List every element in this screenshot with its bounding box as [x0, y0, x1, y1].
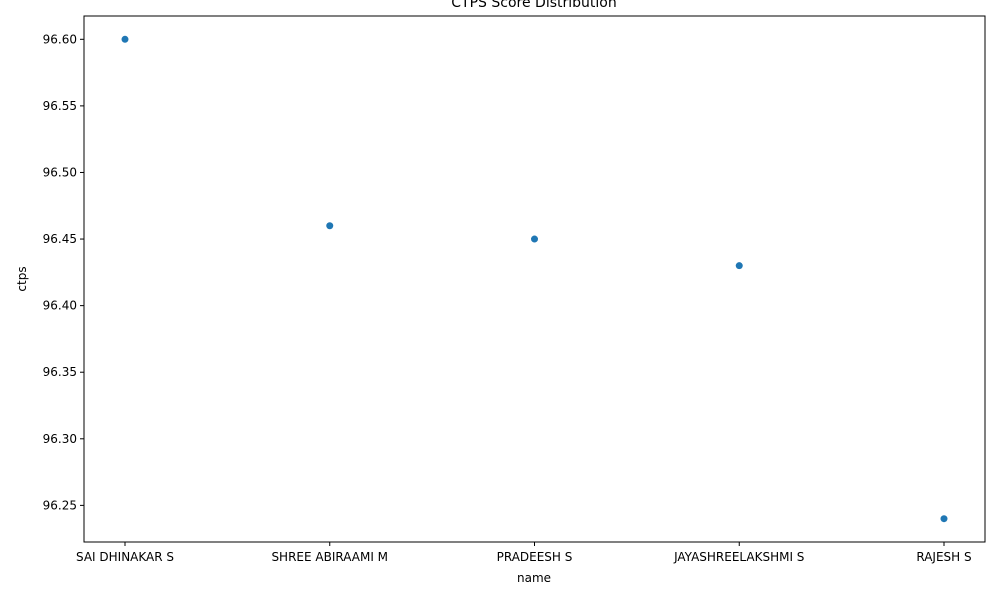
y-tick-label: 96.55 — [43, 99, 77, 113]
y-tick-label: 96.60 — [43, 32, 77, 46]
chart-title: CTPS Score Distribution — [451, 0, 616, 11]
y-axis: 96.25 96.30 96.35 96.40 96.45 96.50 96.55 96.60 — [43, 32, 84, 512]
x-tick-label: SHREE ABIRAAMI M — [271, 550, 388, 564]
data-point — [121, 35, 129, 43]
data-point — [326, 222, 334, 230]
data-point — [735, 262, 743, 270]
plot-area-frame — [83, 15, 986, 543]
y-axis-label: ctps — [15, 266, 29, 291]
data-points — [121, 35, 948, 523]
x-tick-label: SAI DHINAKAR S — [76, 550, 174, 564]
y-tick-label: 96.35 — [43, 365, 77, 379]
y-tick-label: 96.40 — [43, 299, 77, 313]
y-tick-label: 96.30 — [43, 432, 77, 446]
x-tick-label: JAYASHREELAKSHMI S — [673, 550, 804, 564]
x-axis: SAI DHINAKAR S SHREE ABIRAAMI M PRADEESH S… — [76, 542, 972, 564]
data-point — [531, 235, 538, 243]
y-tick-label: 96.50 — [43, 165, 77, 179]
y-tick-label: 96.45 — [43, 232, 77, 246]
x-axis-label: name — [517, 571, 551, 585]
y-tick-label: 96.25 — [43, 498, 77, 512]
data-point — [940, 515, 948, 523]
x-tick-label: RAJESH S — [916, 550, 971, 564]
x-tick-label: PRADEESH S — [497, 550, 573, 564]
